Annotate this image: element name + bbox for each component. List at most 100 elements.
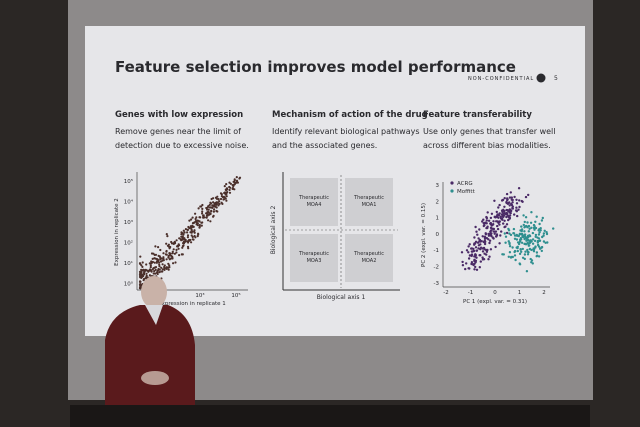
scatter-dot (538, 231, 541, 234)
scatter-dot (173, 240, 176, 243)
scatter-dot (208, 203, 211, 206)
scatter-dot (225, 183, 228, 186)
scatter-dot (479, 246, 483, 249)
scatter-dot (159, 256, 162, 259)
scatter-dot (503, 205, 506, 208)
scatter-dot (212, 201, 215, 204)
scatter-dot (468, 243, 471, 246)
scatter-dot (489, 234, 492, 237)
column-body: Use only genes that transfer well (423, 127, 556, 136)
scatter-dot (488, 239, 492, 242)
scatter-dot (526, 241, 529, 245)
scatter-dot (516, 214, 519, 218)
scatter-dot (511, 205, 514, 208)
scatter-dot (527, 244, 530, 247)
scatter-dot (143, 273, 146, 276)
legend-label: ACRG (457, 181, 473, 187)
scatter-dot (200, 221, 203, 224)
scatter-dot (228, 191, 232, 194)
scatter-dot (231, 184, 234, 187)
scatter-dot (149, 264, 152, 267)
scatter-dot (494, 235, 498, 238)
x-axis-label: Biological axis 1 (317, 294, 366, 301)
scatter-dot (473, 268, 476, 271)
scatter-dot (193, 229, 196, 232)
scatter-dot (473, 236, 476, 239)
scatter-dot (475, 249, 478, 252)
scatter-dot (141, 261, 144, 264)
scatter-dot (496, 224, 499, 228)
scatter-dot (199, 205, 202, 208)
scatter-dot (160, 270, 163, 273)
scatter-dot (486, 225, 489, 228)
scatter-dot (170, 240, 173, 244)
scatter-dot (500, 230, 503, 233)
scatter-dot (481, 250, 485, 253)
scatter-dot (497, 216, 500, 219)
scatter-dot (513, 237, 517, 240)
scatter-dot (158, 263, 161, 266)
scatter-dot (219, 197, 223, 201)
legend-marker (450, 189, 454, 193)
scatter-dot (542, 240, 546, 243)
scatter-dot (461, 260, 464, 264)
scatter-dot (218, 202, 221, 206)
scatter-dot (504, 225, 507, 228)
scatter-dot (145, 263, 148, 266)
scatter-dot (172, 242, 175, 245)
scatter-dot (225, 189, 228, 192)
scatter-dot (488, 241, 491, 245)
scatter-dot (478, 254, 481, 257)
legend-marker (450, 181, 454, 185)
scatter-dot (518, 252, 522, 255)
scatter-dot (474, 225, 477, 229)
scatter-dot (181, 246, 184, 249)
scatter-dot (202, 214, 205, 217)
scatter-dot (508, 251, 512, 254)
scatter-dot (529, 257, 532, 261)
scatter-dot (489, 216, 493, 220)
y-tick-label: 10⁰ (124, 281, 134, 288)
scatter-dot (539, 229, 542, 232)
scatter-dot (507, 210, 511, 213)
scatter-dot (486, 211, 489, 214)
scatter-dot (518, 262, 521, 265)
scatter-dot (532, 250, 536, 253)
scatter-dot (508, 232, 511, 235)
scatter-dot (508, 196, 512, 199)
scatter-dot (499, 234, 502, 237)
scatter-dot (232, 180, 235, 183)
scatter-dot (467, 251, 470, 254)
hands (141, 371, 169, 385)
scatter-dot (157, 267, 160, 271)
quadrant (290, 178, 338, 226)
scatter-dot (198, 226, 201, 229)
scatter-dot (186, 236, 189, 239)
scatter-dot (509, 209, 513, 212)
scatter-dot (467, 245, 470, 248)
scatter-dot (211, 204, 214, 207)
scatter-dot (515, 210, 518, 213)
slide-title: Feature selection improves model perform… (115, 58, 516, 76)
scatter-dot (524, 250, 527, 253)
scatter-dot (485, 219, 488, 222)
scatter-dot (496, 213, 499, 216)
scatter-dot (465, 249, 469, 252)
scatter-dot (205, 216, 208, 219)
scatter-dot (503, 232, 506, 235)
scatter-dot (504, 241, 507, 244)
scatter-dot (182, 242, 185, 245)
scatter-dot (157, 259, 160, 262)
scatter-dot (229, 186, 232, 189)
scatter-dot (473, 242, 476, 245)
scatter-dot (190, 218, 193, 221)
scatter-dot (190, 234, 193, 237)
scatter-dot (485, 216, 489, 220)
scatter-dot (525, 239, 528, 242)
scatter-dot (231, 187, 234, 190)
scatter-dot (529, 239, 532, 242)
scatter-dot (162, 256, 165, 259)
sweater (105, 305, 195, 427)
scatter-dot (490, 229, 493, 232)
scatter-dot (470, 261, 474, 264)
